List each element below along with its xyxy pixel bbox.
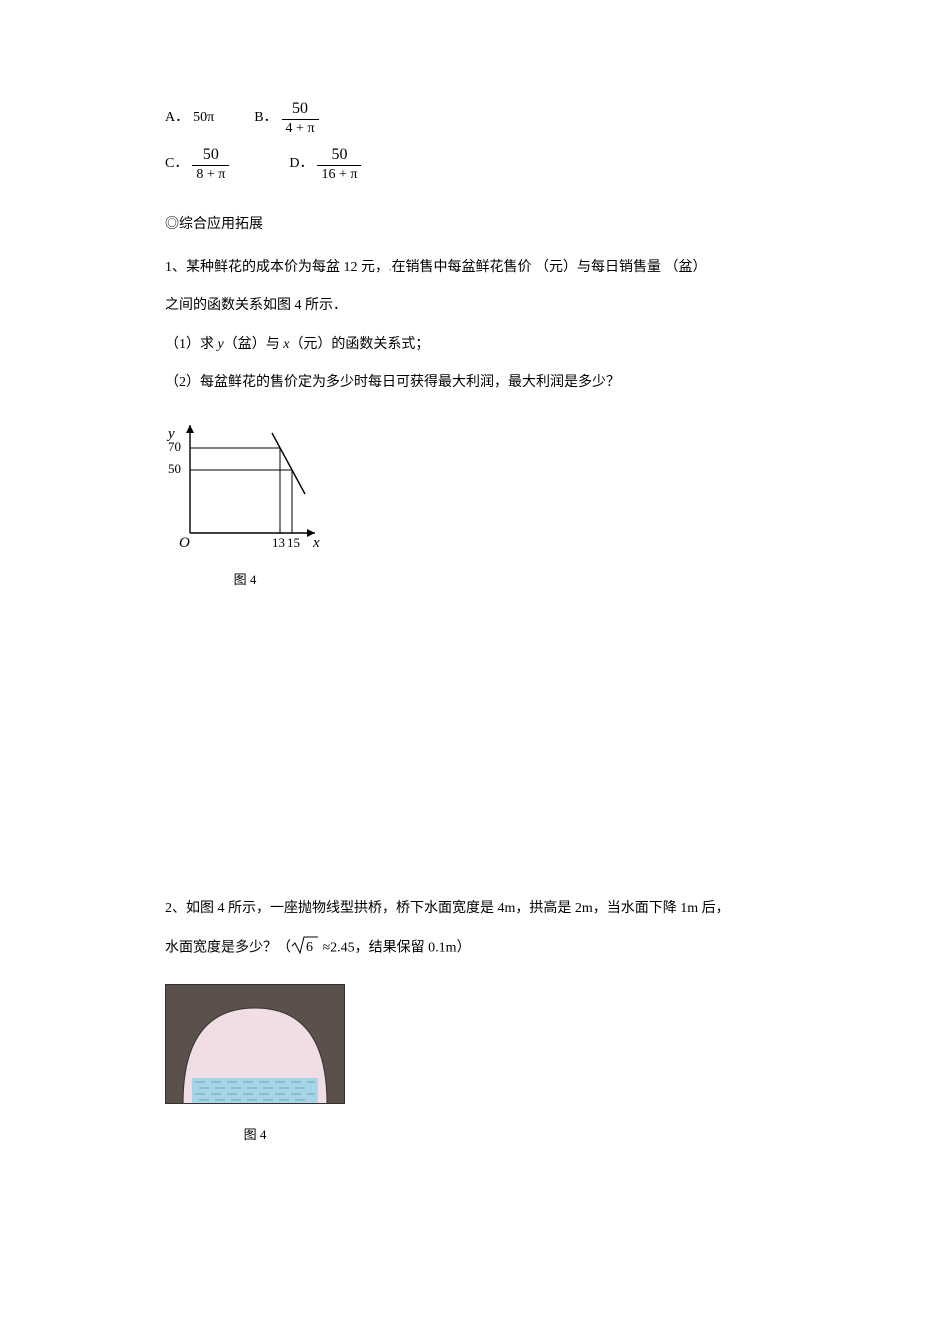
q1-sub1-c: （元）的函数关系式； [289,337,429,352]
svg-text:6: 6 [306,940,313,955]
q1-chart: y 70 50 O 13 15 x 图 4 [165,415,785,592]
q1-chart-svg: y 70 50 O 13 15 x [165,415,330,555]
svg-text:50: 50 [168,461,181,476]
q2-bridge-caption: 图 4 [165,1123,345,1148]
svg-text:15: 15 [287,535,300,550]
option-b-den-b: π [307,121,314,136]
option-c-den: 8 + π [192,165,229,182]
option-a-value: 50π [193,105,214,132]
q1-sub1-b: （盆）与 [224,337,284,352]
option-d-frac: 50 16 + π [317,146,361,182]
option-d-label: D． [289,151,313,178]
q1-rest: 在销售中每盆鲜花售价 （元）与每日销售量 （盆） [392,260,707,275]
q1-sub1-a: （1）求 [165,337,218,352]
option-c-den-b: π [218,167,225,182]
svg-text:13: 13 [272,535,285,550]
option-c-frac: 50 8 + π [192,146,229,182]
svg-text:70: 70 [168,439,181,454]
svg-text:x: x [312,535,320,551]
svg-text:O: O [179,535,190,551]
option-b-den: 4 + π [282,119,319,136]
option-d-den-b: π [350,167,357,182]
q1-prefix: 1、某种鲜花的成本价为每盆 12 元， [165,260,389,275]
option-c-num: 50 [192,146,229,165]
section-heading: ◎综合应用拓展 [165,212,785,239]
option-d-den-a: 16 [321,167,335,182]
option-a-label: A． [165,105,189,132]
q2-line1: 2、如图 4 所示，一座抛物线型拱桥，桥下水面宽度是 4m，拱高是 2m，当水面… [165,896,785,923]
option-b-den-a: 4 [286,121,293,136]
option-c-den-a: 8 [196,167,203,182]
option-d-num: 50 [317,146,361,165]
sqrt-icon: 6 [291,935,319,962]
q1-sub2: （2）每盆鲜花的售价定为多少时每日可获得最大利润，最大利润是多少？ [165,370,785,397]
option-c-label: C． [165,151,188,178]
option-d-den: 16 + π [317,165,361,182]
option-b-label: B． [254,105,277,132]
q2-bridge-svg [165,984,345,1104]
q1-sub1: （1）求 y（盆）与 x（元）的函数关系式； [165,332,785,359]
q1-chart-caption: 图 4 [165,568,325,593]
option-b-frac: 50 4 + π [282,100,319,136]
q2-line2-approx: ≈2.45，结果保留 0.1m） [319,940,471,955]
option-b-num: 50 [282,100,319,119]
q2-line2-a: 水面宽度是多少？（ [165,940,291,955]
q2-line2: 水面宽度是多少？（ 6 ≈2.45，结果保留 0.1m） [165,935,785,962]
q1-line1-wrap: 1、某种鲜花的成本价为每盆 12 元，.在销售中每盆鲜花售价 （元）与每日销售量… [165,255,785,282]
q1-line2: 之间的函数关系如图 4 所示． [165,293,785,320]
q2-bridge: 图 4 [165,984,785,1147]
